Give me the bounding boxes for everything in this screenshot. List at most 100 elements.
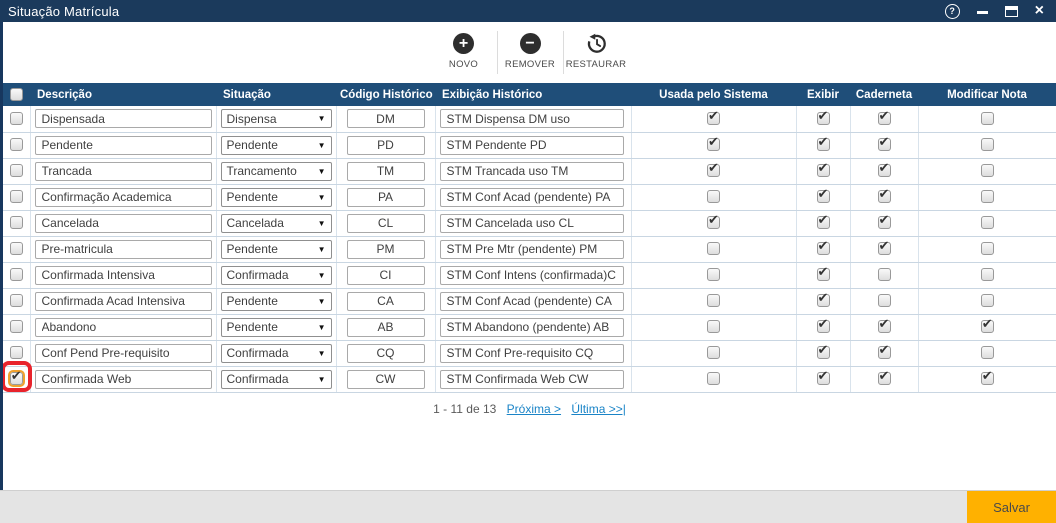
exibicao-historico-input[interactable] [439, 265, 624, 285]
row-select-checkbox[interactable]: ✔ [7, 369, 25, 388]
usada-pelo-sistema-checkbox[interactable] [707, 242, 720, 256]
situacao-select[interactable]: Pendente ▼ [220, 239, 332, 259]
descricao-input[interactable] [34, 109, 212, 129]
exibicao-historico-input[interactable] [439, 343, 624, 363]
situacao-select[interactable]: Pendente ▼ [220, 317, 332, 337]
codigo-historico-input[interactable] [346, 187, 425, 207]
select-all-checkbox[interactable] [10, 88, 23, 101]
descricao-input[interactable] [34, 213, 212, 233]
modificar-nota-checkbox[interactable] [980, 216, 994, 230]
caderneta-checkbox[interactable]: ✔ [877, 317, 891, 334]
exibicao-historico-input[interactable] [439, 187, 624, 207]
caderneta-checkbox[interactable] [877, 268, 891, 282]
usada-pelo-sistema-checkbox[interactable]: ✔ [707, 135, 720, 152]
modificar-nota-checkbox[interactable] [980, 138, 994, 152]
row-select-checkbox[interactable] [9, 190, 23, 204]
codigo-historico-input[interactable] [346, 161, 425, 181]
situacao-select[interactable]: Confirmada ▼ [220, 265, 332, 285]
row-select-checkbox[interactable] [9, 320, 23, 334]
exibir-checkbox[interactable]: ✔ [816, 369, 830, 386]
row-select-checkbox[interactable] [9, 294, 23, 308]
situacao-select[interactable]: Pendente ▼ [220, 135, 332, 155]
modificar-nota-checkbox[interactable] [980, 190, 994, 204]
exibir-checkbox[interactable]: ✔ [816, 317, 830, 334]
row-select-checkbox[interactable] [9, 268, 23, 282]
codigo-historico-input[interactable] [346, 291, 425, 311]
situacao-select[interactable]: Cancelada ▼ [220, 213, 332, 233]
situacao-select[interactable]: Dispensa ▼ [220, 109, 332, 129]
codigo-historico-input[interactable] [346, 343, 425, 363]
descricao-input[interactable] [34, 239, 212, 259]
exibicao-historico-input[interactable] [439, 161, 624, 181]
situacao-select[interactable]: Confirmada ▼ [220, 343, 332, 363]
exibir-checkbox[interactable]: ✔ [816, 161, 830, 178]
usada-pelo-sistema-checkbox[interactable] [707, 346, 720, 360]
row-select-checkbox[interactable] [9, 138, 23, 152]
novo-button[interactable]: + NOVO [431, 31, 497, 74]
usada-pelo-sistema-checkbox[interactable]: ✔ [707, 161, 720, 178]
descricao-input[interactable] [34, 369, 212, 389]
exibicao-historico-input[interactable] [439, 109, 624, 129]
modificar-nota-checkbox[interactable] [980, 164, 994, 178]
usada-pelo-sistema-checkbox[interactable] [707, 294, 720, 308]
row-select-checkbox[interactable] [9, 242, 23, 256]
codigo-historico-input[interactable] [346, 265, 425, 285]
exibicao-historico-input[interactable] [439, 291, 624, 311]
usada-pelo-sistema-checkbox[interactable] [707, 190, 720, 204]
modificar-nota-checkbox[interactable] [980, 268, 994, 282]
descricao-input[interactable] [34, 161, 212, 181]
row-select-checkbox[interactable] [9, 112, 23, 126]
codigo-historico-input[interactable] [346, 369, 425, 389]
exibir-checkbox[interactable]: ✔ [816, 109, 830, 126]
situacao-select[interactable]: Pendente ▼ [220, 187, 332, 207]
exibir-checkbox[interactable]: ✔ [816, 291, 830, 308]
caderneta-checkbox[interactable]: ✔ [877, 187, 891, 204]
codigo-historico-input[interactable] [346, 213, 425, 233]
usada-pelo-sistema-checkbox[interactable] [707, 320, 720, 334]
remover-button[interactable]: − REMOVER [496, 31, 563, 74]
caderneta-checkbox[interactable]: ✔ [877, 109, 891, 126]
usada-pelo-sistema-checkbox[interactable]: ✔ [707, 109, 720, 126]
caderneta-checkbox[interactable]: ✔ [877, 135, 891, 152]
exibir-checkbox[interactable]: ✔ [816, 239, 830, 256]
help-icon[interactable]: ? [944, 3, 960, 19]
usada-pelo-sistema-checkbox[interactable]: ✔ [707, 213, 720, 230]
codigo-historico-input[interactable] [346, 239, 425, 259]
minimize-icon[interactable] [976, 9, 988, 14]
exibir-checkbox[interactable]: ✔ [816, 187, 830, 204]
codigo-historico-input[interactable] [346, 109, 425, 129]
exibicao-historico-input[interactable] [439, 213, 624, 233]
caderneta-checkbox[interactable]: ✔ [877, 213, 891, 230]
usada-pelo-sistema-checkbox[interactable] [707, 372, 720, 386]
pagination-last-link[interactable]: Última >>| [571, 401, 626, 416]
caderneta-checkbox[interactable] [877, 294, 891, 308]
maximize-icon[interactable] [1004, 5, 1018, 17]
caderneta-checkbox[interactable]: ✔ [877, 239, 891, 256]
caderneta-checkbox[interactable]: ✔ [877, 369, 891, 386]
modificar-nota-checkbox[interactable] [980, 294, 994, 308]
modificar-nota-checkbox[interactable]: ✔ [980, 317, 994, 334]
situacao-select[interactable]: Trancamento ▼ [220, 161, 332, 181]
exibir-checkbox[interactable]: ✔ [816, 343, 830, 360]
caderneta-checkbox[interactable]: ✔ [877, 161, 891, 178]
modificar-nota-checkbox[interactable] [980, 346, 994, 360]
exibir-checkbox[interactable]: ✔ [816, 213, 830, 230]
save-button[interactable]: Salvar [967, 491, 1056, 523]
codigo-historico-input[interactable] [346, 317, 425, 337]
usada-pelo-sistema-checkbox[interactable] [707, 268, 720, 282]
row-select-checkbox[interactable] [9, 346, 23, 360]
modificar-nota-checkbox[interactable]: ✔ [980, 369, 994, 386]
modificar-nota-checkbox[interactable] [980, 242, 994, 256]
descricao-input[interactable] [34, 265, 212, 285]
descricao-input[interactable] [34, 291, 212, 311]
row-select-checkbox[interactable] [9, 164, 23, 178]
pagination-next-link[interactable]: Próxima > [506, 401, 562, 416]
exibicao-historico-input[interactable] [439, 317, 624, 337]
exibicao-historico-input[interactable] [439, 135, 624, 155]
exibicao-historico-input[interactable] [439, 369, 624, 389]
situacao-select[interactable]: Confirmada ▼ [220, 369, 332, 389]
exibir-checkbox[interactable]: ✔ [816, 135, 830, 152]
descricao-input[interactable] [34, 317, 212, 337]
restaurar-button[interactable]: RESTAURAR [562, 31, 629, 74]
caderneta-checkbox[interactable]: ✔ [877, 343, 891, 360]
